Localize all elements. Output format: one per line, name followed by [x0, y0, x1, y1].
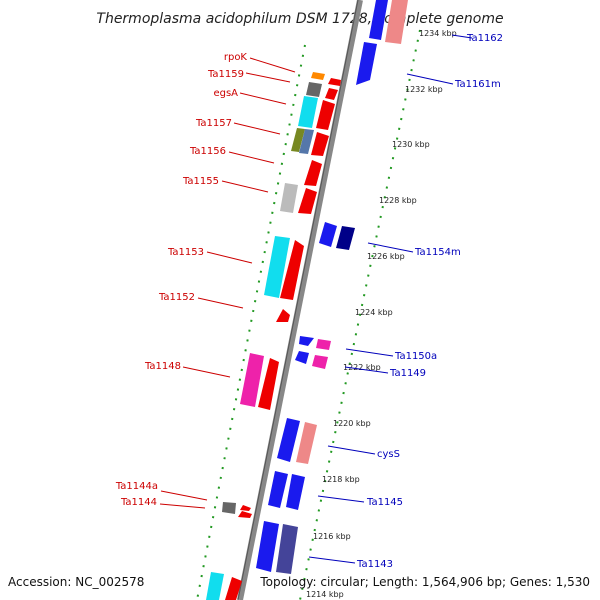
gene-label-ta1152[interactable]: Ta1152	[158, 292, 195, 303]
gene-feature-egsa	[298, 96, 318, 128]
gene-feature-cyss-blue	[277, 418, 300, 462]
gene-feature-ta1145-a	[268, 471, 288, 508]
accession-text: Accession: NC_002578	[8, 575, 144, 589]
gene-label-ta1157[interactable]: Ta1157	[195, 118, 232, 129]
gene-label-rpok[interactable]: rpoK	[224, 52, 248, 63]
gene-label-egsa[interactable]: egsA	[213, 88, 238, 99]
right-callout-lines	[308, 34, 473, 564]
gene-label-ta1153[interactable]: Ta1153	[167, 247, 204, 258]
gene-feature-ta1155-red	[298, 188, 317, 214]
scale-label: 1234 kbp	[419, 29, 457, 38]
gene-label-ta1149[interactable]: Ta1149	[389, 368, 426, 379]
gene-feature-ta1156-olive	[291, 128, 305, 152]
gene-feature-ta1159-arrow	[328, 78, 341, 86]
gene-feature-ta1157	[316, 100, 335, 130]
gene-label-ta1159[interactable]: Ta1159	[207, 69, 244, 80]
gene-feature-ta1148	[240, 353, 264, 407]
scale-label: 1218 kbp	[322, 475, 360, 484]
gene-feature-bottom-cyan	[206, 572, 224, 600]
gene-feature-cyss	[296, 422, 317, 464]
scale-label: 1214 kbp	[306, 590, 344, 599]
gene-feature-ta1152	[276, 309, 290, 322]
gene-feature-ta1155	[280, 183, 298, 213]
scale-labels: 1234 kbp 1232 kbp 1230 kbp 1228 kbp 1226…	[306, 29, 457, 599]
gene-feature-ta1155-arrow	[304, 160, 322, 186]
gene-label-cyss[interactable]: cysS	[377, 449, 400, 460]
track-ticks-outer-right	[299, 29, 421, 600]
gene-feature-ta1143-a	[256, 521, 279, 572]
gene-feature-ta1145-b	[286, 474, 305, 510]
gene-feature-ta1149	[312, 355, 328, 369]
gene-label-ta1143[interactable]: Ta1143	[356, 559, 393, 570]
gene-feature-ta1144a-arrow	[240, 505, 251, 511]
left-callout-lines	[159, 57, 296, 509]
gene-feature-ta1150a-pink	[316, 339, 331, 350]
gene-label-ta1154m[interactable]: Ta1154m	[414, 247, 461, 258]
left-gene-labels: rpoK Ta1159 egsA Ta1157 Ta1156 Ta1155 Ta…	[115, 52, 248, 508]
right-gene-labels: Ta1162 Ta1161m Ta1154m Ta1150a Ta1149 cy…	[356, 33, 503, 570]
gene-label-ta1144[interactable]: Ta1144	[120, 497, 157, 508]
gene-feature-ta1156	[311, 132, 329, 156]
scale-label: 1228 kbp	[379, 196, 417, 205]
scale-label: 1222 kbp	[343, 363, 381, 372]
gene-feature-ta1162-pink	[385, 0, 408, 44]
gene-feature-egsa-arrow	[325, 88, 338, 100]
scale-label: 1216 kbp	[313, 532, 351, 541]
gene-feature-ta1156-slate	[299, 129, 314, 154]
gene-feature-ta1153-red	[280, 240, 304, 300]
gene-features	[206, 0, 408, 600]
gene-label-ta1148[interactable]: Ta1148	[144, 361, 181, 372]
gene-feature-ta1162	[369, 0, 388, 40]
gene-feature-ta1161m	[356, 42, 377, 85]
gene-feature-bottom-red	[225, 577, 242, 600]
gene-label-ta1150a[interactable]: Ta1150a	[394, 351, 437, 362]
gene-label-ta1155[interactable]: Ta1155	[182, 176, 219, 187]
scale-label: 1220 kbp	[333, 419, 371, 428]
gene-feature-rpok	[311, 72, 325, 80]
track-ticks-outer-left	[196, 44, 306, 600]
map-title: Thermoplasma acidophilum DSM 1728, compl…	[96, 11, 503, 27]
scale-label: 1226 kbp	[367, 252, 405, 261]
gene-label-ta1161m[interactable]: Ta1161m	[454, 79, 501, 90]
gene-feature-ta1154m-a	[319, 222, 337, 247]
scale-label: 1224 kbp	[355, 308, 393, 317]
gene-feature-ta1149-blue	[295, 351, 309, 364]
gene-label-ta1162[interactable]: Ta1162	[466, 33, 503, 44]
genome-summary-text: Topology: circular; Length: 1,564,906 bp…	[259, 575, 590, 589]
gene-feature-ta1159	[306, 82, 322, 97]
genome-backbone	[237, 0, 363, 600]
scale-label: 1232 kbp	[405, 85, 443, 94]
gene-feature-ta1144	[238, 511, 252, 518]
gene-feature-ta1153	[264, 236, 290, 298]
scale-label: 1230 kbp	[392, 140, 430, 149]
gene-label-ta1144a[interactable]: Ta1144a	[115, 481, 158, 492]
gene-feature-ta1150a	[299, 336, 314, 346]
gene-feature-ta1148-red	[258, 358, 279, 410]
gene-feature-ta1143-b	[276, 524, 298, 574]
gene-feature-ta1144a	[222, 502, 236, 514]
gene-label-ta1145[interactable]: Ta1145	[366, 497, 403, 508]
gene-feature-ta1154m-b	[336, 226, 355, 250]
gene-label-ta1156[interactable]: Ta1156	[189, 146, 226, 157]
